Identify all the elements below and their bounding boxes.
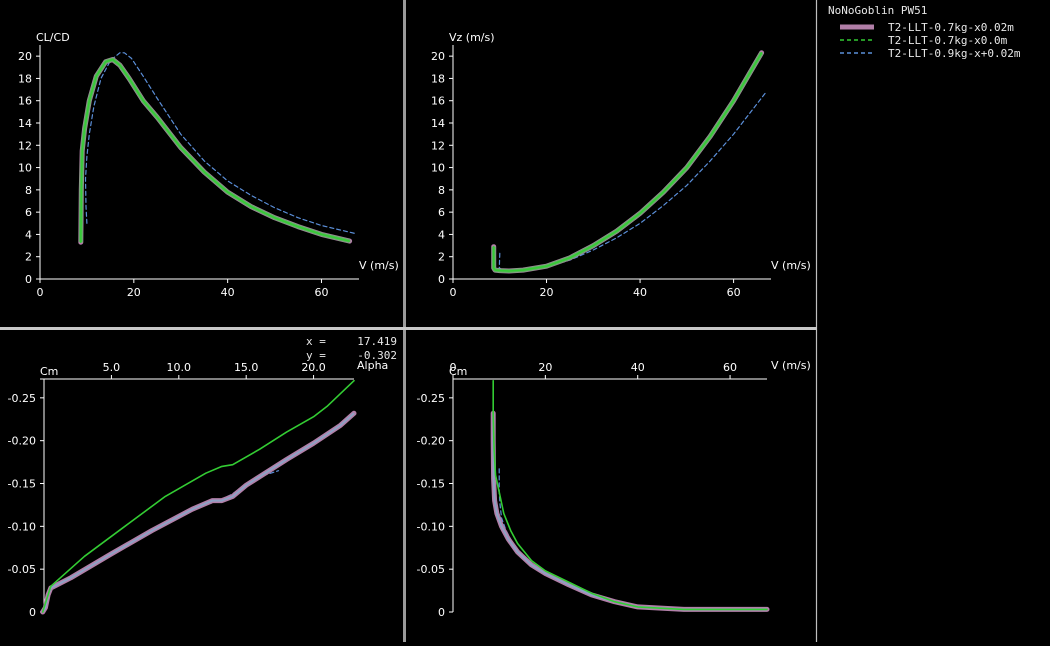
y-tick-label: -0.10 (8, 520, 36, 533)
legend-title: NoNoGoblin PW51 (828, 4, 927, 17)
y-tick-label: -0.25 (8, 392, 36, 405)
y-tick-label: 0 (29, 606, 36, 619)
x-tick-label: 20 (127, 286, 141, 299)
x-axis-label: V (m/s) (771, 359, 811, 372)
x-tick-label: 10.0 (167, 361, 192, 374)
series-line-2 (492, 379, 768, 611)
plot-4: 0 -0.05 -0.10 -0.15 -0.20 -0.25 0 20 40 60 Cm V (m/… (417, 359, 811, 619)
y-tick-label: -0.05 (8, 563, 36, 576)
cursor-readout: x = 17.419 y = -0.302 (306, 335, 397, 362)
y-axis-label: Cm (40, 365, 58, 378)
x-tick-label: 20.0 (301, 361, 326, 374)
x-tick-label: 60 (723, 361, 737, 374)
y-tick-label: 20 (18, 50, 32, 63)
y-tick-label: -0.05 (417, 563, 445, 576)
cursor-x-value: 17.419 (357, 335, 397, 348)
legend-entry-2: T2-LLT-0.7kg-x0.0m (888, 34, 1008, 47)
y-tick-label: 12 (431, 139, 445, 152)
y-tick-label: 6 (25, 206, 32, 219)
x-tick-label: 0 (450, 286, 457, 299)
x-tick-label: 20 (540, 286, 554, 299)
x-tick-label: 40 (633, 286, 647, 299)
x-tick-label: 0 (37, 286, 44, 299)
series-line-3 (84, 52, 355, 234)
y-axis-label: Cm (449, 365, 467, 378)
y-tick-label: 14 (18, 117, 32, 130)
legend: NoNoGoblin PW51 T2-LLT-0.7kg-x0.02m T2-L… (828, 4, 1021, 60)
y-tick-label: -0.20 (417, 435, 445, 448)
plot-3: 0 -0.05 -0.10 -0.15 -0.20 -0.25 5.0 10.0 15.0 20.… (8, 359, 389, 619)
y-tick-label: 10 (18, 162, 32, 175)
plot-1: 0 2 4 6 8 10 12 14 16 18 20 0 20 40 60 CL/CD V (m/s) (18, 31, 399, 299)
y-tick-label: 4 (438, 228, 445, 241)
x-tick-label: 40 (221, 286, 235, 299)
series-line-2 (80, 58, 351, 243)
y-tick-label: 16 (431, 95, 445, 108)
y-tick-label: 4 (25, 228, 32, 241)
y-tick-label: -0.15 (417, 478, 445, 491)
y-tick-label: -0.25 (417, 392, 445, 405)
x-tick-label: 60 (314, 286, 328, 299)
cursor-y-value: -0.302 (357, 349, 397, 362)
x-axis-label: V (m/s) (359, 259, 399, 272)
x-tick-label: 15.0 (234, 361, 259, 374)
series-line-3 (498, 91, 767, 271)
x-tick-label: 20 (538, 361, 552, 374)
y-tick-label: 12 (18, 139, 32, 152)
x-tick-label: 0 (450, 361, 457, 374)
y-axis-label: CL/CD (36, 31, 70, 44)
y-tick-label: 10 (431, 162, 445, 175)
y-tick-label: 8 (438, 184, 445, 197)
y-axis-label: Vz (m/s) (449, 31, 495, 44)
legend-entry-3: T2-LLT-0.9kg-x+0.02m (888, 47, 1021, 60)
cursor-y-label: y = (306, 349, 326, 362)
series-line-2 (41, 379, 355, 613)
x-axis-label: Alpha (357, 359, 388, 372)
x-tick-label: 5.0 (103, 361, 121, 374)
y-tick-label: 2 (25, 251, 32, 264)
y-tick-label: 0 (438, 606, 445, 619)
x-tick-label: 60 (727, 286, 741, 299)
y-tick-label: 6 (438, 206, 445, 219)
y-tick-label: 20 (431, 50, 445, 63)
y-tick-label: 16 (18, 95, 32, 108)
cursor-x-label: x = (306, 335, 326, 348)
x-tick-label: 40 (631, 361, 645, 374)
y-tick-label: 18 (431, 72, 445, 85)
y-tick-label: 8 (25, 184, 32, 197)
legend-entry-1: T2-LLT-0.7kg-x0.02m (888, 21, 1014, 34)
y-tick-label: 18 (18, 72, 32, 85)
x-axis-label: V (m/s) (771, 259, 811, 272)
y-tick-label: 0 (25, 273, 32, 286)
y-tick-label: 0 (438, 273, 445, 286)
y-tick-label: -0.20 (8, 435, 36, 448)
series-line-2 (492, 51, 763, 272)
y-tick-label: 14 (431, 117, 445, 130)
plot-2: 0 2 4 6 8 10 12 14 16 18 20 0 20 40 60 Vz (m/s) V (m/s) (431, 31, 811, 299)
y-tick-label: 2 (438, 251, 445, 264)
y-tick-label: -0.15 (8, 478, 36, 491)
y-tick-label: -0.10 (417, 520, 445, 533)
